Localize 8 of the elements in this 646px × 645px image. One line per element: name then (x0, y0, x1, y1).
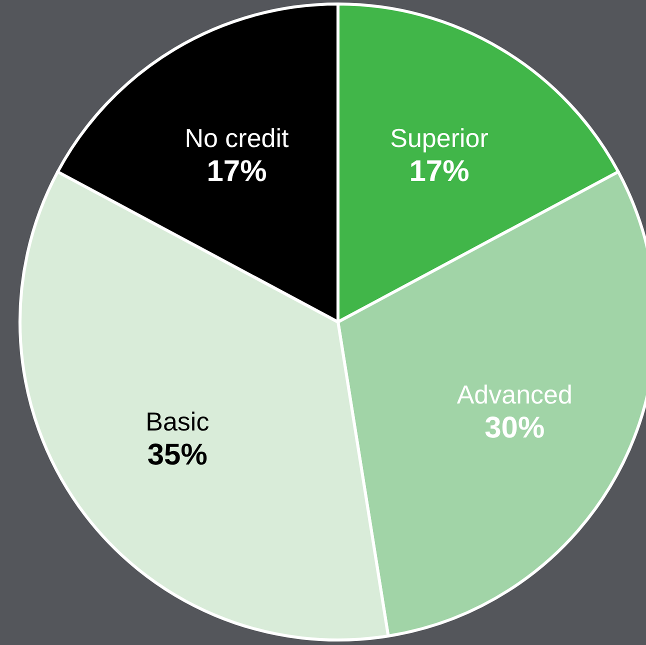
data-label: 35% (147, 438, 208, 472)
data-label: 17% (206, 154, 267, 188)
data-label: 30% (484, 412, 545, 445)
slice-label: Superior (390, 122, 489, 153)
slice-label: No credit (184, 122, 290, 153)
slice-label: Advanced (456, 380, 572, 410)
data-label: 17% (409, 154, 470, 188)
slice-label: Basic (146, 406, 210, 436)
